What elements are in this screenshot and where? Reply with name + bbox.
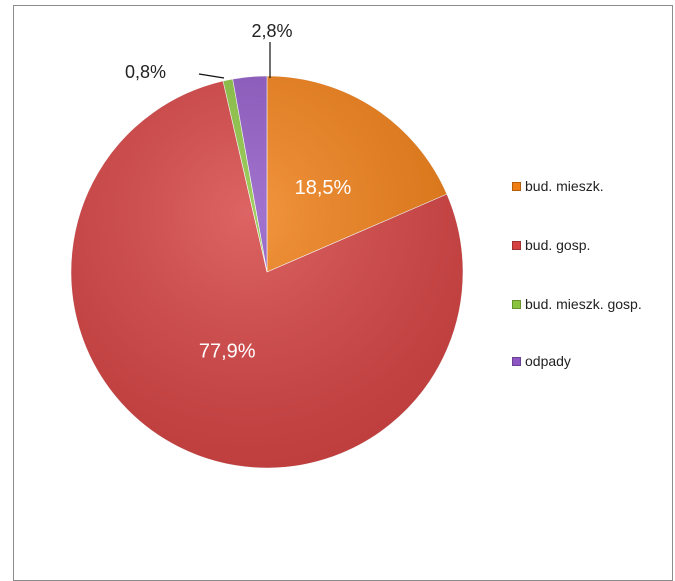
legend-label-odpady: odpady <box>525 353 571 369</box>
legend-swatch-bud-mieszk <box>512 182 521 191</box>
legend-swatch-bud-mieszk-gosp <box>512 300 521 309</box>
legend-item-bud-mieszk: bud. mieszk. <box>512 176 604 196</box>
data-label-bud-mieszk-gosp: 0,8% <box>125 62 166 82</box>
data-label-bud-gosp: 77,9% <box>199 341 256 363</box>
data-label-odpady: 2,8% <box>251 21 292 41</box>
data-label-bud-mieszk: 18,5% <box>295 177 352 199</box>
legend-item-bud-gosp: bud. gosp. <box>512 235 590 255</box>
legend-label-bud-gosp: bud. gosp. <box>525 237 590 253</box>
legend-item-odpady: odpady <box>512 351 571 371</box>
legend-label-bud-mieszk-gosp: bud. mieszk. gosp. <box>525 296 642 312</box>
legend-swatch-bud-gosp <box>512 241 521 250</box>
legend-swatch-odpady <box>512 357 521 366</box>
leader-line-bud-mieszk-gosp <box>199 74 224 78</box>
legend-label-bud-mieszk: bud. mieszk. <box>525 178 604 194</box>
legend-item-bud-mieszk-gosp: bud. mieszk. gosp. <box>512 294 642 314</box>
